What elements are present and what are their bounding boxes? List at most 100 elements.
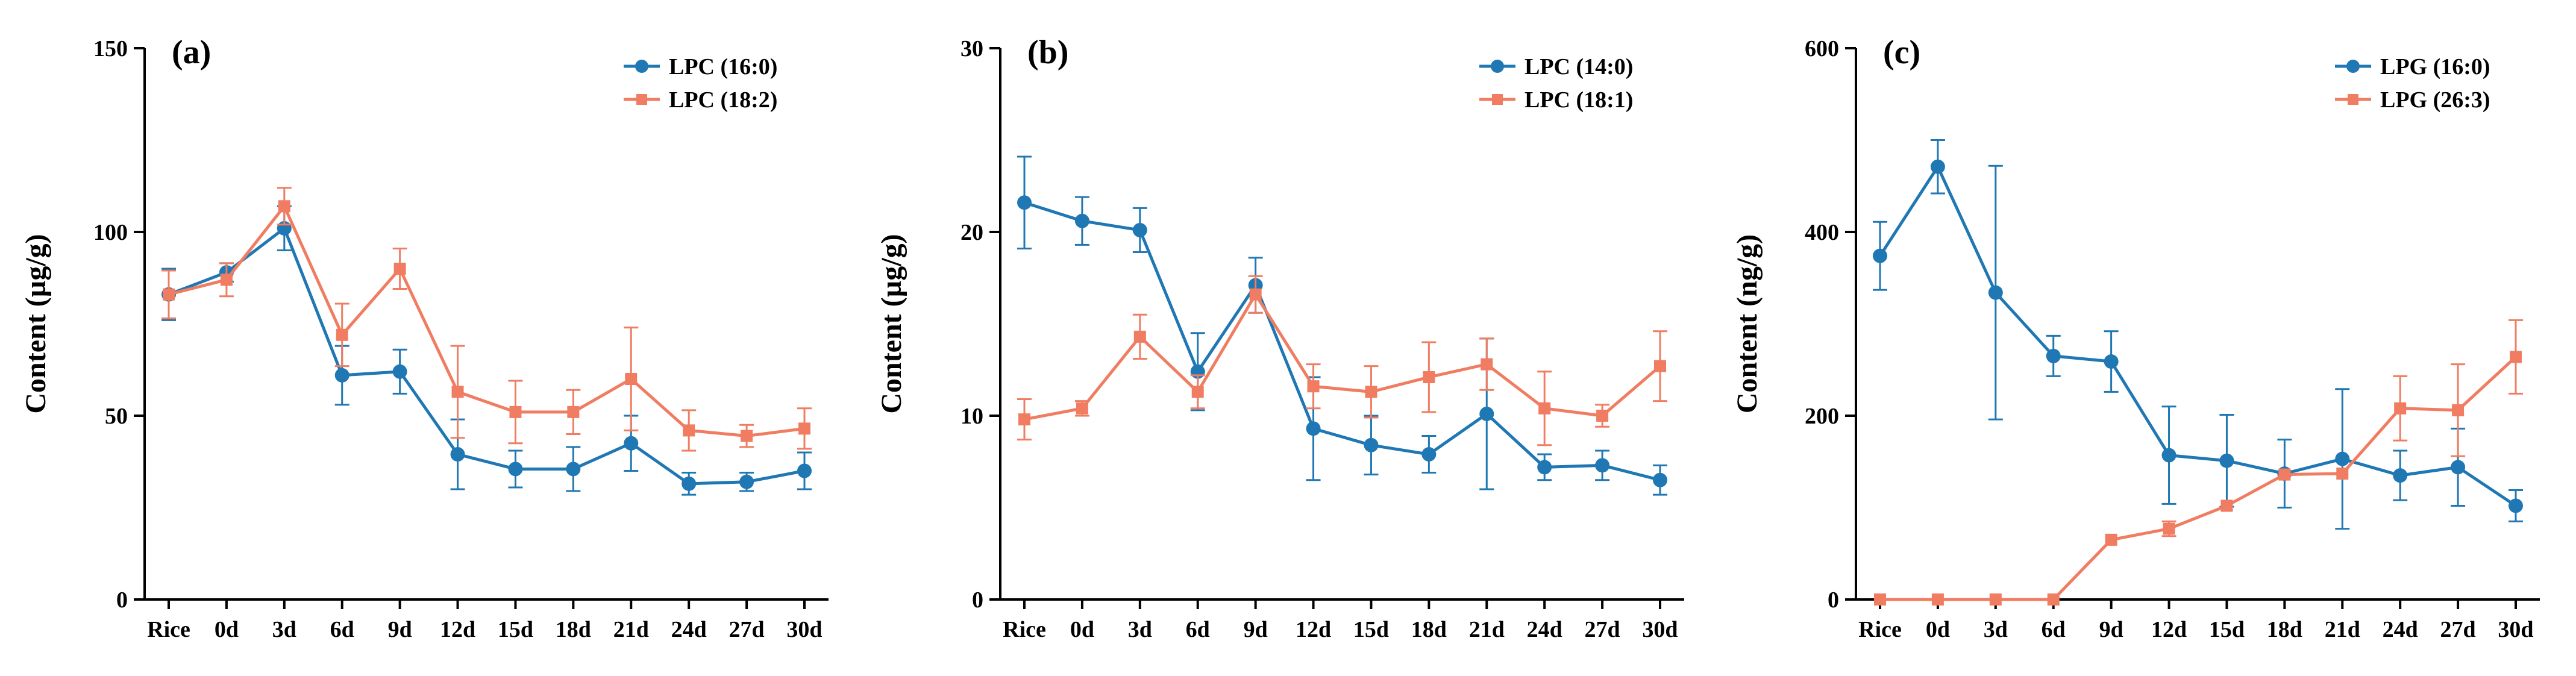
legend-item: LPG (26:3) — [2335, 87, 2490, 113]
x-tick-label: 6d — [2042, 617, 2066, 642]
x-tick-label: 18d — [2267, 617, 2302, 642]
panel-label: (b) — [1027, 34, 1068, 71]
series-line — [1024, 293, 1661, 421]
y-tick-label: 0 — [972, 587, 983, 613]
data-point — [1132, 222, 1147, 237]
x-tick-label: 15d — [1353, 617, 1389, 642]
y-tick-label: 20 — [961, 220, 983, 245]
data-point — [1249, 288, 1262, 301]
x-tick-label: 12d — [2151, 617, 2187, 642]
x-tick-label: 18d — [556, 617, 591, 642]
data-point — [2394, 402, 2407, 415]
data-point — [334, 368, 349, 383]
legend-label: LPC (18:1) — [1525, 87, 1633, 113]
y-tick-label: 10 — [961, 404, 983, 429]
data-point — [508, 462, 523, 477]
x-tick-label: 12d — [1296, 617, 1331, 642]
x-tick-label: 24d — [1527, 617, 1562, 642]
x-tick-label: Rice — [1858, 617, 1902, 642]
x-tick-label: 9d — [388, 617, 412, 642]
legend-marker — [635, 60, 648, 73]
data-point — [1988, 285, 2003, 300]
data-point — [1481, 358, 1493, 371]
data-point — [2161, 448, 2176, 463]
x-tick-label: Rice — [1003, 617, 1046, 642]
x-tick-label: 6d — [1186, 617, 1210, 642]
y-tick-label: 600 — [1805, 36, 1839, 61]
data-point — [797, 463, 812, 478]
data-point — [1076, 402, 1088, 415]
x-tick-label: 24d — [2383, 617, 2418, 642]
data-point — [278, 200, 290, 213]
series-2 — [161, 187, 812, 452]
data-point — [1191, 386, 1204, 398]
x-tick-label: 15d — [2209, 617, 2245, 642]
series-line — [168, 204, 805, 438]
legend-label: LPC (18:2) — [669, 87, 777, 113]
data-point — [451, 386, 464, 398]
data-point — [393, 263, 406, 275]
data-point — [625, 373, 638, 385]
x-tick-label: 27d — [1585, 617, 1620, 642]
x-tick-label: 27d — [2440, 617, 2476, 642]
data-point — [1479, 406, 1494, 421]
x-tick-label: 12d — [440, 617, 475, 642]
data-point — [624, 436, 639, 451]
series-2 — [1874, 319, 2523, 606]
data-point — [2104, 354, 2119, 369]
data-point — [1018, 413, 1030, 426]
data-point — [566, 462, 581, 477]
y-axis-title: Content (µg/g) — [876, 234, 907, 413]
series-1 — [1017, 155, 1667, 496]
data-point — [2047, 593, 2060, 606]
data-point — [2336, 468, 2349, 480]
data-point — [2278, 468, 2291, 481]
data-point — [741, 430, 753, 442]
y-axis-title: Content (µg/g) — [20, 234, 52, 413]
series-1 — [161, 205, 812, 496]
legend-marker — [1492, 94, 1503, 105]
data-point — [1537, 460, 1552, 475]
data-point — [2220, 499, 2233, 512]
data-point — [336, 328, 348, 341]
series-1 — [1873, 139, 2523, 530]
x-tick-label: 21d — [2325, 617, 2360, 642]
x-tick-label: 27d — [729, 617, 765, 642]
y-tick-label: 200 — [1805, 404, 1839, 429]
data-point — [1653, 472, 1667, 487]
data-point — [2046, 348, 2061, 363]
data-point — [1423, 371, 1435, 383]
legend-item: LPC (14:0) — [1479, 54, 1633, 80]
panel-label: (c) — [1883, 34, 1920, 71]
data-point — [1017, 195, 1032, 210]
data-point — [1306, 421, 1321, 436]
y-tick-label: 400 — [1805, 220, 1839, 245]
data-point — [220, 274, 233, 286]
x-tick-label: 0d — [215, 617, 239, 642]
data-point — [2105, 533, 2117, 546]
x-tick-label: 0d — [1070, 617, 1094, 642]
chart-panel-1: 0 50 100 150 Rice 0d 3d 6d 9d 12d 15d 18d 21d 24d 27d 3… — [20, 34, 829, 642]
data-point — [1874, 593, 1886, 606]
data-point — [567, 405, 580, 418]
legend-marker — [1491, 60, 1504, 73]
x-tick-label: 9d — [1244, 617, 1268, 642]
x-tick-label: 30d — [1642, 617, 1678, 642]
legend-label: LPC (16:0) — [669, 54, 777, 80]
data-point — [1873, 248, 1887, 263]
data-point — [1133, 330, 1146, 343]
y-tick-label: 0 — [116, 587, 128, 613]
data-point — [2510, 351, 2522, 363]
y-tick-label: 100 — [93, 220, 128, 245]
x-tick-label: 24d — [671, 617, 707, 642]
data-point — [2393, 468, 2408, 483]
data-point — [1074, 213, 1089, 228]
data-point — [1989, 593, 2002, 606]
series-line — [1878, 165, 2517, 507]
legend-item: LPG (16:0) — [2335, 54, 2490, 80]
data-point — [2509, 498, 2523, 513]
data-point — [1595, 458, 1610, 473]
legend-marker — [2348, 94, 2358, 105]
data-point — [1654, 360, 1666, 372]
legend-marker — [2346, 60, 2360, 73]
